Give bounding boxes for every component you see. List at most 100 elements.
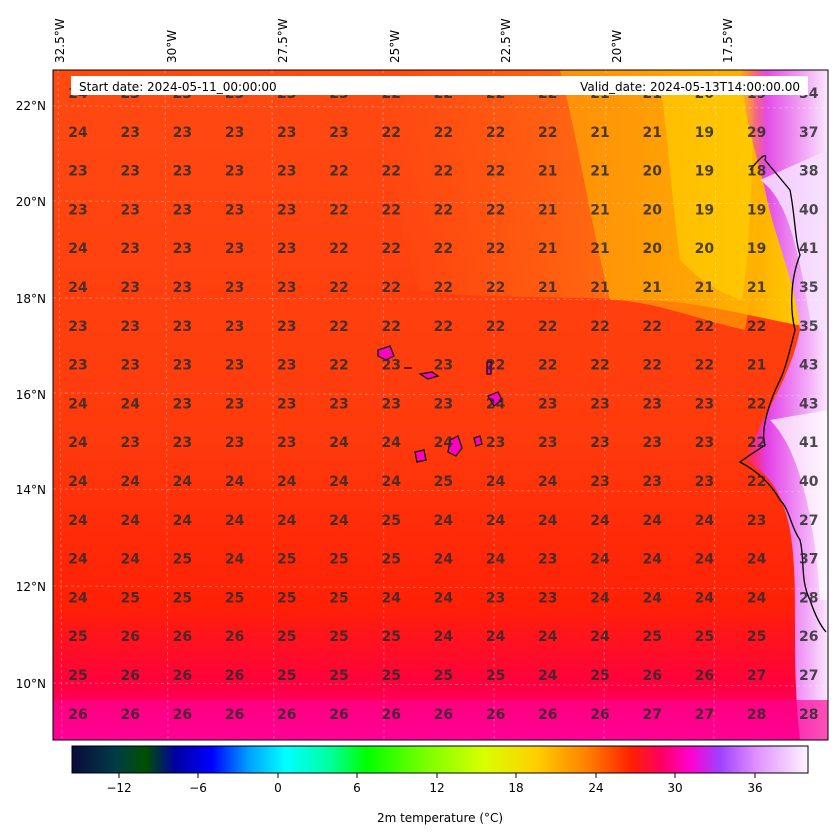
grid-value-r14-c9: 24 bbox=[538, 629, 558, 645]
lon-label-3: 25°W bbox=[388, 30, 402, 63]
grid-value-r3-c12: 19 bbox=[695, 202, 714, 218]
grid-value-r12-c3: 24 bbox=[225, 552, 245, 568]
grid-value-r14-c5: 25 bbox=[329, 629, 348, 645]
grid-value-r12-c10: 24 bbox=[590, 552, 610, 568]
lon-label-0: 32.5°W bbox=[53, 18, 67, 63]
grid-value-r9-c8: 23 bbox=[486, 435, 505, 451]
grid-value-r16-c5: 26 bbox=[329, 707, 348, 723]
grid-value-r8-c3: 23 bbox=[225, 396, 244, 412]
grid-value-r1-c10: 21 bbox=[590, 125, 609, 141]
lat-label-6: 10°N bbox=[16, 677, 46, 691]
colorbar-tick-label-1: −6 bbox=[189, 781, 207, 795]
grid-value-r6-c10: 22 bbox=[590, 319, 609, 335]
grid-value-r2-c2: 23 bbox=[173, 164, 192, 180]
grid-value-r5-c10: 21 bbox=[590, 280, 609, 296]
grid-value-r5-c14: 35 bbox=[799, 280, 818, 296]
grid-value-r10-c10: 23 bbox=[590, 474, 609, 490]
grid-value-r2-c1: 23 bbox=[120, 164, 139, 180]
grid-value-r15-c5: 25 bbox=[329, 668, 348, 684]
grid-value-r1-c13: 29 bbox=[747, 125, 766, 141]
colorbar-tick-label-2: 0 bbox=[274, 781, 282, 795]
grid-value-r12-c7: 24 bbox=[434, 552, 454, 568]
grid-value-r2-c3: 23 bbox=[225, 164, 244, 180]
longitude-labels: 32.5°W 30°W 27.5°W 25°W 22.5°W 20°W 17.5°W bbox=[53, 18, 735, 63]
grid-value-r15-c9: 24 bbox=[538, 668, 558, 684]
grid-value-r10-c8: 24 bbox=[486, 474, 506, 490]
lat-label-0: 22°N bbox=[16, 99, 46, 113]
grid-value-r13-c6: 24 bbox=[381, 590, 401, 606]
grid-value-r1-c14: 37 bbox=[799, 125, 818, 141]
graticule bbox=[52, 69, 829, 741]
colorbar-tick-label-3: 6 bbox=[353, 781, 361, 795]
grid-value-r4-c1: 23 bbox=[120, 241, 139, 257]
grid-value-r12-c14: 37 bbox=[799, 552, 818, 568]
grid-value-r6-c11: 22 bbox=[642, 319, 661, 335]
grid-value-r2-c11: 20 bbox=[642, 164, 662, 180]
grid-value-r8-c11: 23 bbox=[642, 396, 661, 412]
grid-value-r14-c4: 25 bbox=[277, 629, 296, 645]
grid-value-r5-c6: 22 bbox=[381, 280, 400, 296]
grid-value-r10-c5: 24 bbox=[329, 474, 349, 490]
grid-value-r2-c8: 22 bbox=[486, 164, 505, 180]
grid-value-r4-c13: 19 bbox=[747, 241, 766, 257]
grid-value-r2-c13: 18 bbox=[747, 164, 766, 180]
grid-value-r6-c0: 23 bbox=[68, 319, 87, 335]
grid-value-r4-c8: 22 bbox=[486, 241, 505, 257]
grid-value-r11-c7: 24 bbox=[434, 513, 454, 529]
grid-value-r10-c12: 23 bbox=[695, 474, 714, 490]
grid-value-r16-c0: 26 bbox=[68, 707, 87, 723]
grid-value-r11-c12: 24 bbox=[695, 513, 715, 529]
grid-value-r16-c14: 28 bbox=[799, 707, 818, 723]
grid-value-r8-c1: 24 bbox=[120, 396, 140, 412]
grid-value-r3-c0: 23 bbox=[68, 202, 87, 218]
grid-value-r9-c13: 22 bbox=[747, 435, 766, 451]
grid-value-r4-c14: 41 bbox=[799, 241, 818, 257]
grid-value-r7-c11: 22 bbox=[642, 358, 661, 374]
cape-verde-islands bbox=[377, 345, 503, 463]
grid-value-r8-c8: 24 bbox=[486, 396, 506, 412]
grid-value-r8-c9: 23 bbox=[538, 396, 557, 412]
grid-value-r3-c14: 40 bbox=[799, 202, 819, 218]
grid-value-r15-c4: 25 bbox=[277, 668, 296, 684]
grid-value-r4-c4: 23 bbox=[277, 241, 296, 257]
colorbar-tick-label-8: 36 bbox=[747, 781, 762, 795]
lon-label-2: 27.5°W bbox=[276, 18, 290, 63]
grid-value-r15-c11: 26 bbox=[642, 668, 661, 684]
grid-value-r3-c5: 22 bbox=[329, 202, 348, 218]
grid-value-r9-c6: 24 bbox=[381, 435, 401, 451]
grid-value-r9-c11: 23 bbox=[642, 435, 661, 451]
grid-value-r13-c7: 24 bbox=[434, 590, 454, 606]
grid-value-r14-c6: 25 bbox=[381, 629, 400, 645]
grid-value-r11-c9: 24 bbox=[538, 513, 558, 529]
grid-value-r7-c4: 23 bbox=[277, 358, 296, 374]
grid-value-r13-c4: 25 bbox=[277, 590, 296, 606]
grid-value-r16-c2: 26 bbox=[173, 707, 192, 723]
grid-value-r9-c1: 23 bbox=[120, 435, 139, 451]
grid-value-r14-c12: 25 bbox=[695, 629, 714, 645]
grid-value-r11-c11: 24 bbox=[642, 513, 662, 529]
grid-value-r11-c8: 24 bbox=[486, 513, 506, 529]
start-date-text: Start date: 2024-05-11_00:00:00 bbox=[79, 80, 277, 94]
grid-value-r2-c6: 22 bbox=[381, 164, 400, 180]
grid-value-r4-c0: 24 bbox=[68, 241, 88, 257]
grid-value-r3-c13: 19 bbox=[747, 202, 766, 218]
colorbar-tick-label-6: 24 bbox=[588, 781, 603, 795]
lat-label-4: 14°N bbox=[16, 483, 46, 497]
grid-value-r5-c3: 23 bbox=[225, 280, 244, 296]
grid-value-r5-c5: 22 bbox=[329, 280, 348, 296]
grid-value-r8-c4: 23 bbox=[277, 396, 296, 412]
grid-value-r6-c14: 35 bbox=[799, 319, 818, 335]
grid-value-r13-c9: 23 bbox=[538, 590, 557, 606]
grid-value-r12-c0: 24 bbox=[68, 552, 88, 568]
grid-value-r6-c1: 23 bbox=[120, 319, 139, 335]
grid-value-r9-c12: 23 bbox=[695, 435, 714, 451]
grid-value-r7-c14: 43 bbox=[799, 358, 818, 374]
grid-value-r4-c12: 20 bbox=[695, 241, 715, 257]
grid-value-r2-c12: 19 bbox=[695, 164, 714, 180]
lat-label-5: 12°N bbox=[16, 580, 46, 594]
grid-value-r1-c0: 24 bbox=[68, 125, 88, 141]
grid-value-r16-c8: 26 bbox=[486, 707, 505, 723]
grid-value-r3-c9: 21 bbox=[538, 202, 557, 218]
grid-value-r5-c1: 23 bbox=[120, 280, 139, 296]
grid-value-r2-c0: 23 bbox=[68, 164, 87, 180]
